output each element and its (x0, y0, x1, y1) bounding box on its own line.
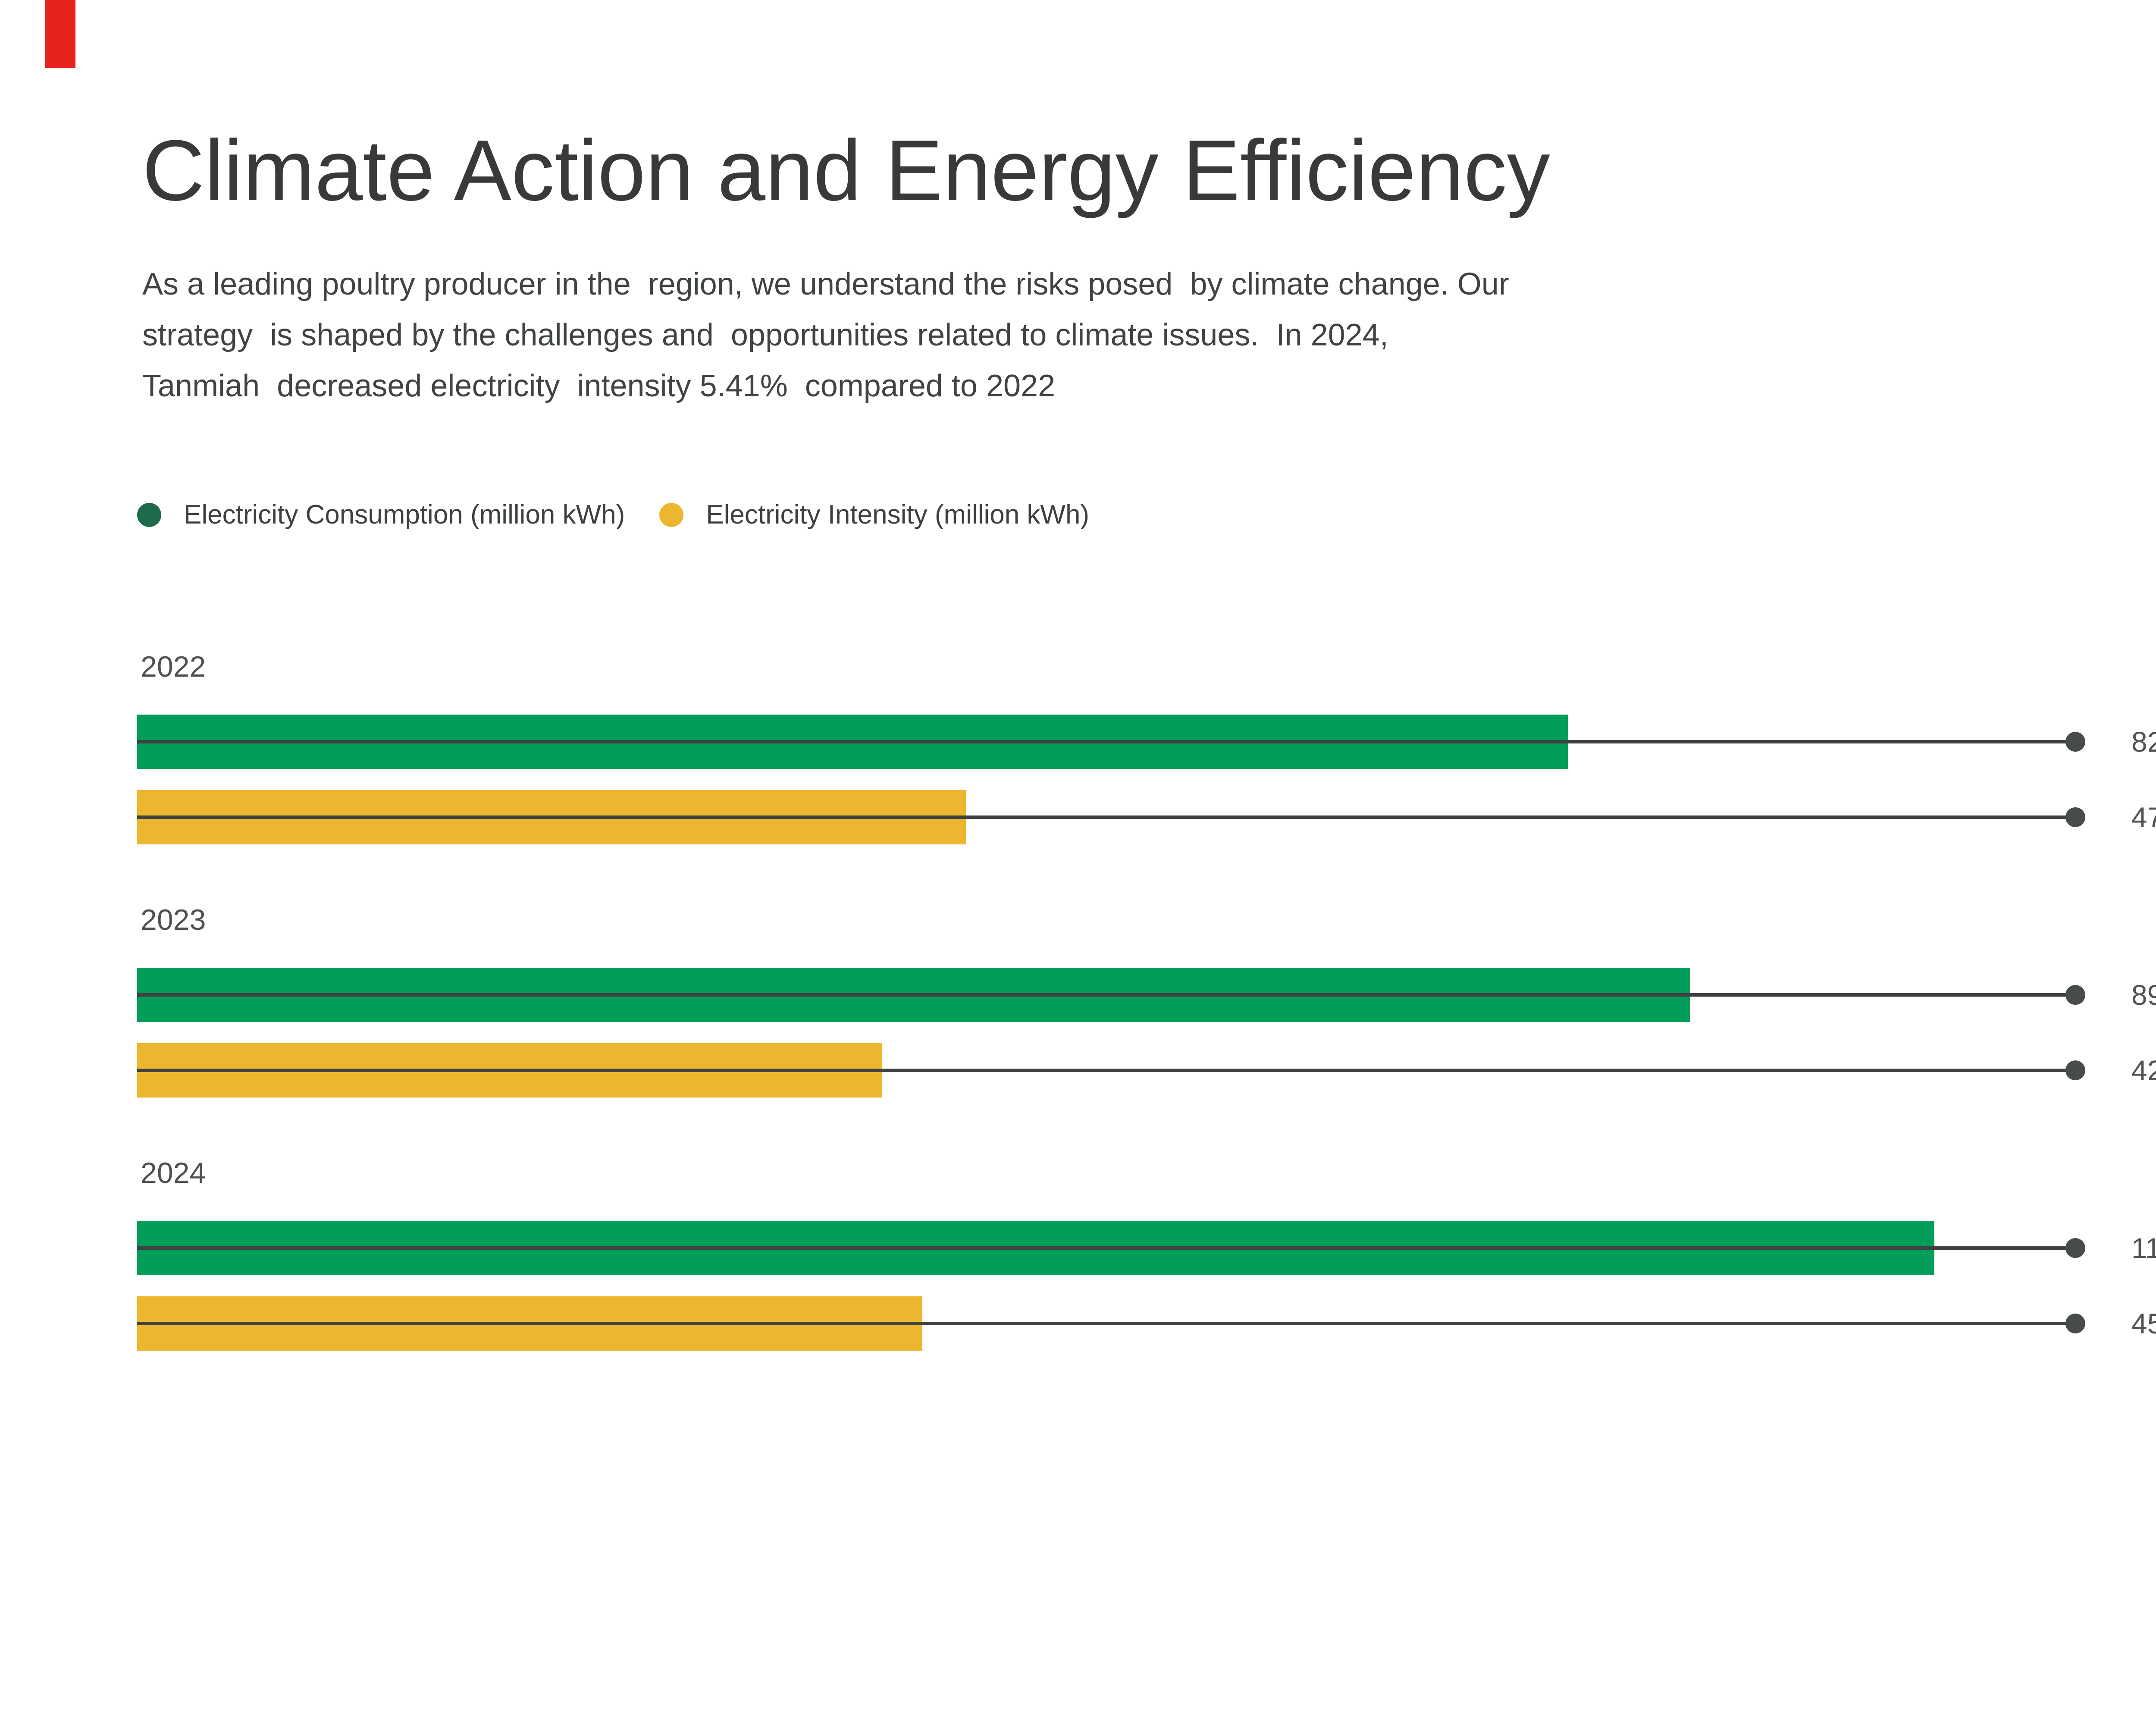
consumption-connector-line (137, 1246, 2075, 1250)
year-label: 2022 (141, 650, 206, 683)
intensity-dot (2065, 1314, 2085, 1333)
red-accent-bar (45, 0, 75, 68)
consumption-dot (2065, 985, 2085, 1005)
year-label: 2024 (141, 1157, 206, 1189)
consumption-dot-icon (137, 502, 161, 527)
consumption-value-label: 89.0 (2131, 979, 2156, 1011)
consumption-connector-line (137, 993, 2075, 997)
intensity-connector-line (137, 1069, 2075, 1072)
intensity-value-label: 42.7 (2131, 1054, 2156, 1086)
intensity-value-label: 47.5 (2131, 801, 2156, 833)
consumption-value-label: 115.5 (2131, 1232, 2156, 1264)
legend-item-intensity[interactable]: Electricity Intensity (million kWh) (659, 499, 1089, 530)
chart-row-2024: 2024 115.5 45.0 (137, 1158, 2156, 1400)
page-title: Climate Action and Energy Efficiency (142, 122, 1550, 219)
consumption-connector-line (137, 740, 2075, 743)
consumption-dot (2065, 732, 2085, 752)
legend-label-consumption: Electricity Consumption (million kWh) (184, 500, 625, 530)
consumption-dot (2065, 1238, 2085, 1258)
intensity-connector-line (137, 1322, 2075, 1325)
intensity-connector-line (137, 815, 2075, 819)
intensity-value-label: 45.0 (2131, 1308, 2156, 1339)
intensity-dot (2065, 807, 2085, 827)
chart-row-2022: 2022 82.0 47.5 (137, 652, 2156, 894)
consumption-value-label: 82.0 (2131, 726, 2156, 758)
intensity-dot (2065, 1060, 2085, 1080)
legend-label-intensity: Electricity Intensity (million kWh) (706, 500, 1090, 530)
chart-row-2023: 2023 89.0 42.7 (137, 905, 2156, 1147)
intro-paragraph: As a leading poultry producer in the reg… (142, 267, 1509, 403)
legend-item-consumption[interactable]: Electricity Consumption (million kWh) (137, 499, 625, 530)
year-label: 2023 (141, 903, 206, 936)
intensity-dot-icon (659, 502, 684, 527)
chart-legend: Electricity Consumption (million kWh) El… (137, 499, 1089, 530)
